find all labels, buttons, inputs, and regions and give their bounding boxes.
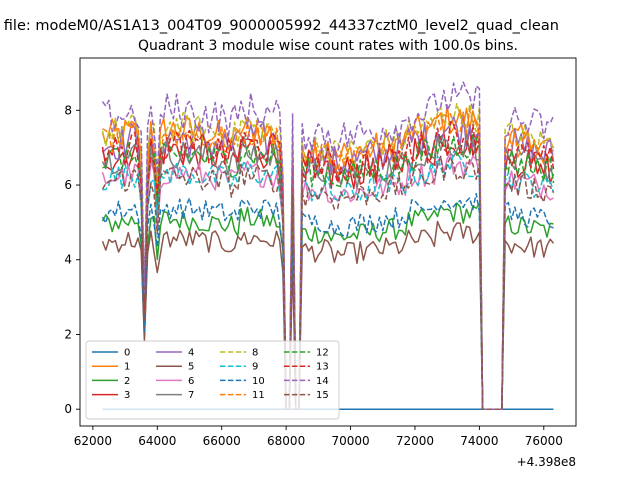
chart-title: Quadrant 3 module wise count rates with …: [138, 38, 518, 54]
series-line-15: [101, 155, 555, 410]
legend-label-4: 4: [188, 348, 194, 359]
x-tick-label: 74000: [460, 434, 498, 448]
legend-label-14: 14: [316, 376, 329, 387]
y-tick-label: 0: [64, 402, 72, 416]
legend-box: [85, 340, 340, 420]
series-line-1: [101, 104, 555, 410]
legend-label-13: 13: [316, 362, 329, 373]
series-line-10: [101, 192, 554, 410]
series-layer: [101, 81, 555, 410]
x-offset-label: +4.398e8: [517, 455, 576, 469]
y-tick-label: 6: [64, 178, 72, 192]
series-line-7: [101, 132, 555, 410]
series-line-12: [102, 134, 555, 410]
series-line-11: [102, 109, 555, 410]
legend-label-9: 9: [252, 362, 258, 373]
x-axis: 62000 64000 66000 68000 70000 72000 74000 76000: [74, 426, 563, 448]
legend-label-0: 0: [124, 348, 130, 359]
series-line-14: [101, 81, 555, 410]
legend-label-2: 2: [124, 376, 130, 387]
series-line-8: [101, 102, 555, 410]
x-tick-label: 72000: [396, 434, 434, 448]
x-tick-label: 62000: [74, 434, 112, 448]
legend-label-1: 1: [124, 362, 130, 373]
legend-label-6: 6: [188, 376, 194, 387]
y-axis: 0 2 4 6 8: [64, 103, 80, 416]
x-tick-label: 64000: [138, 434, 176, 448]
legend-label-15: 15: [316, 390, 329, 401]
series-line-9: [102, 151, 555, 410]
y-tick-label: 4: [64, 253, 72, 267]
legend-label-11: 11: [252, 390, 265, 401]
x-tick-label: 68000: [267, 434, 305, 448]
series-line-5: [101, 220, 555, 410]
y-tick-label: 8: [64, 103, 72, 117]
legend-label-7: 7: [188, 390, 194, 401]
x-tick-label: 66000: [203, 434, 241, 448]
x-tick-label: 70000: [331, 434, 369, 448]
x-tick-label: 76000: [525, 434, 563, 448]
series-line-13: [101, 120, 555, 410]
plot-frame: [79, 57, 577, 427]
legend-label-12: 12: [316, 348, 329, 359]
suptitle: n file: modeM0/AS1A13_004T09_9000005992_…: [0, 18, 559, 34]
y-tick-label: 2: [64, 327, 72, 341]
series-line-4: [101, 114, 555, 410]
legend-label-5: 5: [188, 362, 194, 373]
legend-label-8: 8: [252, 348, 258, 359]
legend-label-3: 3: [124, 390, 130, 401]
legend-label-10: 10: [252, 376, 265, 387]
